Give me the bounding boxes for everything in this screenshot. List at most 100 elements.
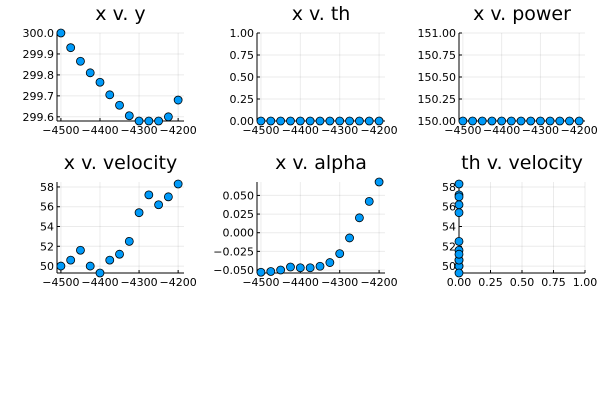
data-point [66, 255, 76, 265]
x-tick-label: −4300 [120, 276, 157, 289]
data-point [295, 263, 305, 273]
y-tick-label: 150.25 [418, 93, 457, 106]
x-tick-label: −4200 [160, 124, 197, 137]
x-tick-label: −4500 [242, 124, 279, 137]
data-point [497, 116, 507, 126]
y-tick-label: 52 [442, 240, 456, 253]
y-tick-label: 299.7 [23, 90, 55, 103]
data-point [536, 116, 545, 126]
data-point [545, 116, 555, 126]
y-tick-label: 299.9 [23, 48, 55, 61]
x-tick-label: −4500 [42, 276, 79, 289]
data-point [276, 265, 286, 275]
y-tick-label: 0.25 [230, 93, 255, 106]
y-tick-label: 1.00 [230, 27, 255, 40]
y-tick-label: 299.6 [23, 111, 55, 124]
data-point [325, 116, 335, 126]
data-point [305, 116, 315, 126]
x-tick-label: −4200 [360, 124, 397, 137]
data-point [276, 116, 286, 126]
data-point [173, 95, 183, 105]
subplot-title: x v. y [95, 3, 145, 25]
x-tick-label: −4500 [444, 124, 481, 137]
data-point [374, 116, 384, 126]
data-point [286, 262, 295, 272]
data-point [487, 116, 497, 126]
data-point [526, 116, 536, 126]
y-tick-label: 58 [442, 181, 456, 194]
data-point [105, 90, 115, 100]
data-point [266, 116, 276, 126]
data-point [454, 236, 464, 246]
subplot-2: −4500 −4400 −4300 −4200 0.00 0.25 0.50 0.75 1.00… [230, 3, 398, 137]
y-tick-label: 150.00 [418, 115, 457, 128]
data-point [56, 28, 66, 38]
y-tick-label: −0.050 [213, 264, 254, 277]
x-tick-label: 0.25 [478, 276, 503, 289]
y-tick-label: −0.025 [213, 245, 254, 258]
y-tick-label: 0.025 [223, 208, 255, 221]
data-point [134, 116, 144, 126]
data-point [76, 56, 85, 66]
data-point [364, 196, 374, 206]
data-point [315, 116, 325, 126]
subplot-3: −4500 −4400 −4300 −4200 150.00 150.25 150.50 15… [418, 3, 598, 137]
data-point [295, 116, 305, 126]
y-tick-label: 0.50 [230, 71, 255, 84]
data-point [163, 192, 173, 202]
data-point [134, 208, 144, 218]
data-point [286, 116, 295, 126]
data-point [173, 179, 183, 189]
data-point [516, 116, 526, 126]
data-point [468, 116, 477, 126]
x-tick-label: 0.75 [541, 276, 566, 289]
y-tick-label: 299.8 [23, 69, 55, 82]
y-tick-label: 50 [40, 260, 54, 273]
y-tick-label: 150.50 [418, 71, 457, 84]
data-point [325, 258, 335, 267]
data-point [124, 111, 134, 121]
y-tick-label: 150.75 [418, 49, 457, 62]
subplot-title: x v. velocity [64, 152, 177, 174]
x-tick-label: −4300 [321, 124, 358, 137]
data-point [574, 116, 584, 126]
y-tick-label: 0.00 [230, 115, 255, 128]
data-point [85, 68, 95, 78]
data-point [506, 116, 516, 126]
data-point [335, 249, 345, 259]
data-point [555, 116, 565, 126]
y-tick-label: 56 [442, 201, 456, 214]
data-point [374, 177, 384, 187]
data-point [454, 179, 464, 189]
y-tick-label: 52 [40, 240, 54, 253]
x-tick-label: 1.00 [573, 276, 598, 289]
y-tick-label: 300.0 [23, 27, 55, 40]
data-point [345, 233, 354, 243]
data-point [354, 213, 364, 223]
data-point [144, 116, 154, 126]
y-tick-label: 56 [40, 201, 54, 214]
y-tick-label: 151.00 [418, 27, 457, 40]
x-tick-label: 0.50 [510, 276, 535, 289]
data-point [66, 43, 76, 53]
data-point [354, 116, 364, 126]
data-point [454, 208, 464, 218]
x-tick-label: −4300 [321, 276, 358, 289]
data-point [565, 116, 574, 126]
data-point [458, 116, 468, 126]
data-point [124, 236, 134, 246]
y-tick-label: 54 [40, 221, 54, 234]
x-tick-label: −4300 [120, 124, 157, 137]
y-tick-label: 50 [442, 260, 456, 273]
x-tick-label: −4400 [81, 276, 118, 289]
subplot-4: −4500 −4400 −4300 −4200 50 52 54 56 58 x v. veloc… [40, 152, 197, 289]
data-point [315, 261, 325, 271]
y-tick-label: 0.75 [230, 49, 255, 62]
y-tick-label: 54 [442, 221, 456, 234]
data-point [115, 100, 124, 110]
data-point [144, 190, 154, 200]
subplot-title: x v. th [292, 3, 351, 25]
data-point [345, 116, 354, 126]
data-point [335, 116, 345, 126]
